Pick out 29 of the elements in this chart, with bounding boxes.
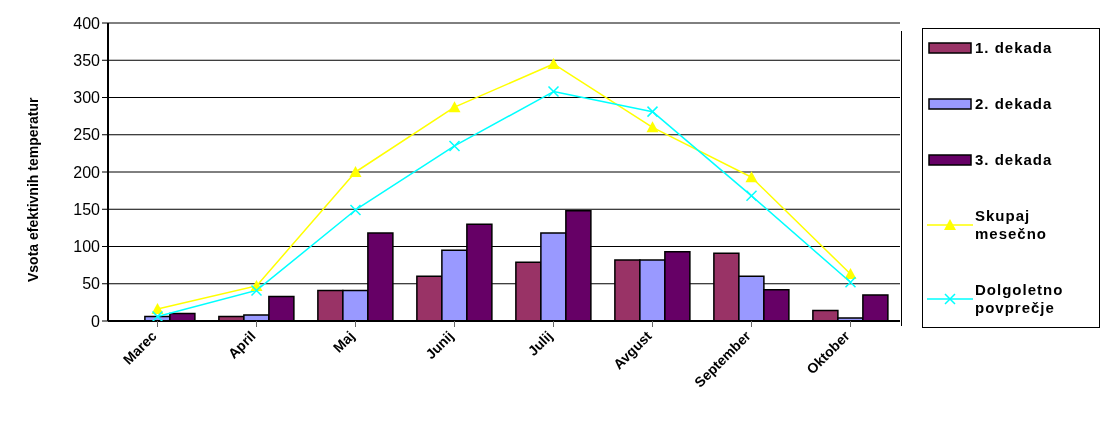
point [745, 190, 758, 202]
x-tick-label: Maj [329, 327, 358, 356]
y-tick-label: 150 [73, 200, 101, 218]
point [349, 166, 362, 177]
y-tick-label: 300 [73, 89, 101, 107]
point [151, 310, 164, 321]
legend-label: 3. dekada [975, 151, 1054, 169]
legend-label: Dolgoletno povprečje [975, 281, 1065, 317]
y-tick-label: 200 [73, 163, 101, 181]
y-tick-label: 400 [73, 14, 101, 32]
point [547, 57, 560, 69]
point [448, 140, 461, 152]
point [448, 101, 461, 113]
legend-label: 2. dekada [975, 95, 1054, 113]
point [844, 276, 857, 289]
y-tick-label: 0 [91, 312, 101, 330]
y-tick-label: 100 [73, 238, 101, 256]
y-tick-label: 350 [73, 51, 101, 69]
point [646, 105, 659, 118]
y-tick-label: 250 [73, 126, 101, 144]
legend-label: 1. dekada [975, 39, 1054, 57]
point [745, 171, 758, 183]
legend-label: Skupaj mesečno [975, 207, 1049, 243]
point [547, 85, 560, 98]
y-axis-title: Vsota efektivnih temperatur [24, 97, 41, 282]
y-tick-label: 50 [82, 275, 101, 293]
point [349, 204, 362, 216]
point [250, 284, 263, 297]
point [646, 121, 659, 133]
